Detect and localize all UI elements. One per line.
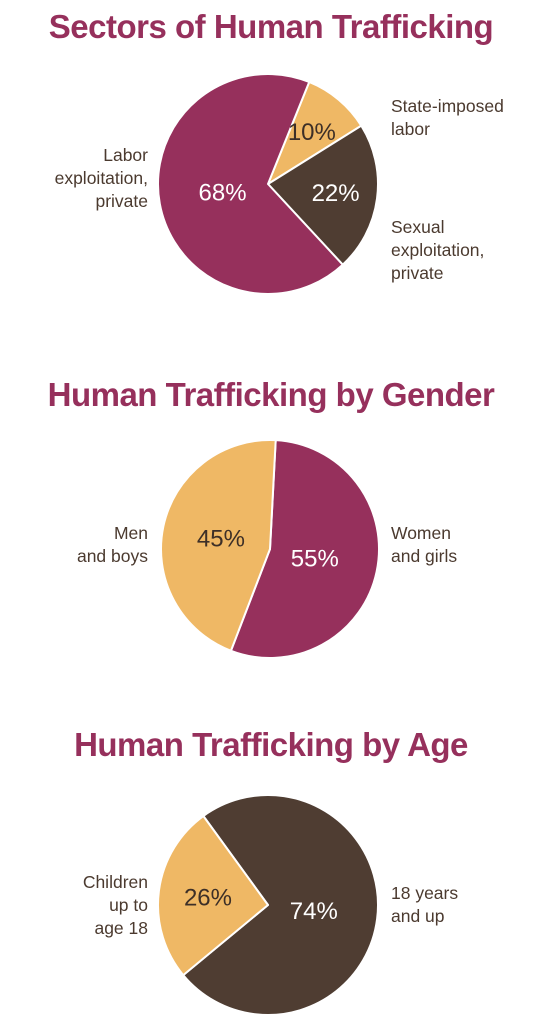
- pie-slice-18-years-and-up: [182, 794, 379, 1016]
- legend-label-labor-exploitation: Labor exploitation, private: [54, 145, 148, 211]
- chart-title-gender: Human Trafficking by Gender: [47, 376, 495, 413]
- data-label-men-and-boys: 45%: [197, 526, 245, 553]
- legend-label-women-girls: Women and girls: [391, 523, 458, 566]
- chart-title-age: Human Trafficking by Age: [74, 726, 468, 763]
- data-label-state-imposed-labor: 10%: [288, 119, 336, 146]
- pie-slice-women-and-girls: [229, 439, 380, 659]
- data-label-sexual-exploitation-private: 22%: [312, 180, 360, 207]
- legend-label-men-boys: Men and boys: [76, 523, 148, 566]
- pie-slice-sexual-exploitation-private: [267, 124, 379, 266]
- legend-label-children: Children up to age 18: [82, 872, 148, 938]
- data-label-women-and-girls: 55%: [291, 546, 339, 573]
- legend-label-state-imposed: State-imposed labor: [391, 96, 504, 139]
- pie-slice-men-and-boys: [160, 439, 277, 652]
- pie-slice-labor-exploitation-private: [157, 73, 344, 295]
- legend-label-adults: 18 years and up: [391, 883, 459, 926]
- data-label-children-up-to-age-18: 26%: [184, 884, 232, 911]
- legend-label-sexual-exploitation: Sexual exploitation, private: [391, 217, 485, 283]
- data-label-18-years-and-up: 74%: [290, 898, 338, 925]
- data-label-labor-exploitation-private: 68%: [199, 179, 247, 206]
- pie-slice-children-up-to-age-18: [157, 815, 269, 977]
- chart-title-sectors: Sectors of Human Trafficking: [48, 8, 494, 45]
